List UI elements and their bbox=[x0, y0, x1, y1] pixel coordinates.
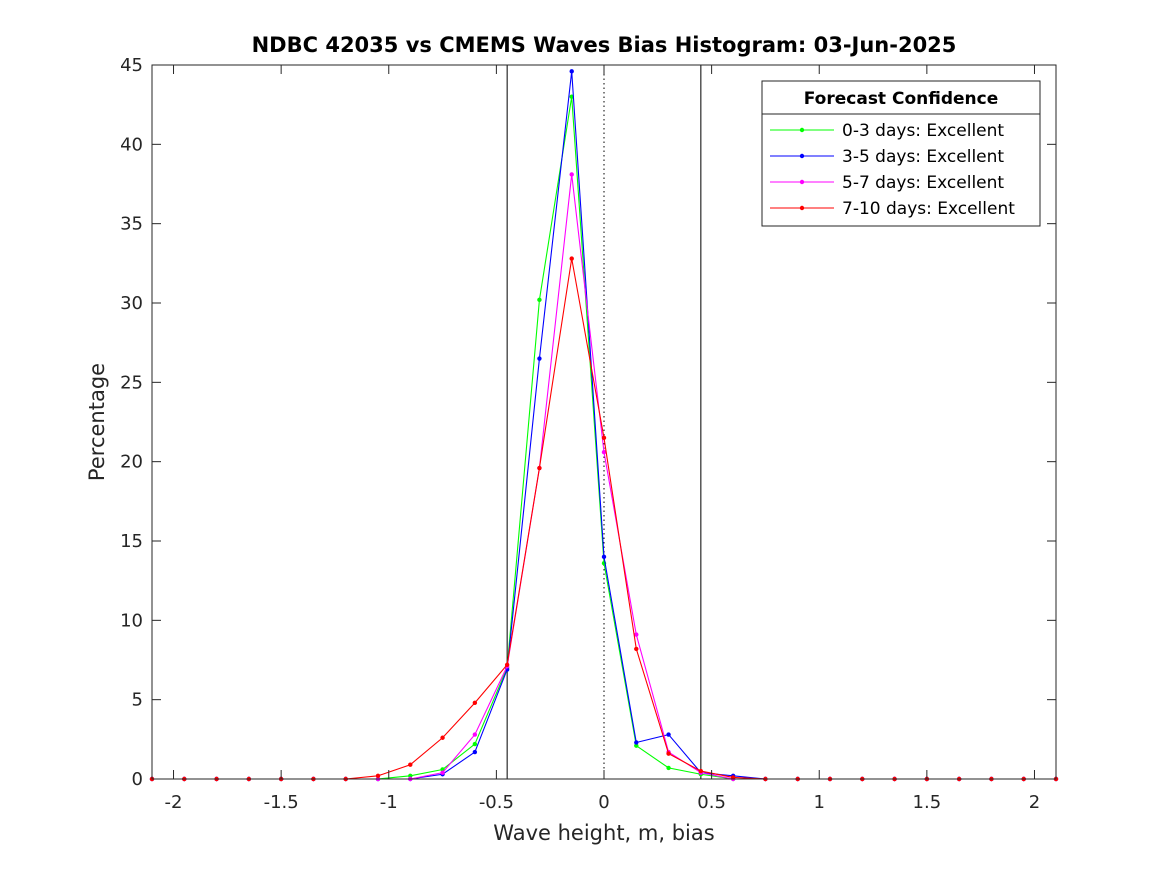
x-tick-label: 0 bbox=[598, 792, 609, 813]
data-point bbox=[504, 662, 510, 667]
x-tick-label: -1 bbox=[380, 792, 398, 813]
chart-title: NDBC 42035 vs CMEMS Waves Bias Histogram… bbox=[252, 33, 957, 57]
data-point bbox=[537, 356, 542, 361]
legend-entry-1: 3-5 days: Excellent bbox=[770, 147, 1004, 167]
legend-swatch-marker bbox=[799, 179, 805, 185]
x-tick-label: -1.5 bbox=[264, 792, 299, 813]
legend: Forecast Confidence 0-3 days: Excellent 3… bbox=[761, 80, 1041, 227]
data-point bbox=[569, 256, 574, 261]
data-point bbox=[537, 465, 542, 471]
data-point bbox=[472, 732, 478, 737]
x-tick-label: 0.5 bbox=[697, 792, 726, 813]
data-point bbox=[634, 740, 639, 745]
data-point bbox=[666, 765, 671, 771]
data-point bbox=[601, 554, 607, 560]
data-point bbox=[666, 732, 671, 737]
x-axis-label: Wave height, m, bias bbox=[493, 821, 714, 845]
y-tick-label: 45 bbox=[120, 55, 143, 76]
x-tick-label: 1.5 bbox=[913, 792, 942, 813]
x-tick-label: -2 bbox=[165, 792, 183, 813]
data-point bbox=[472, 741, 478, 747]
data-point bbox=[440, 735, 445, 740]
y-tick-label: 0 bbox=[132, 769, 143, 790]
data-point bbox=[634, 632, 639, 637]
legend-label: 0-3 days: Excellent bbox=[842, 121, 1004, 141]
legend-entries: 0-3 days: Excellent 3-5 days: Excellent 5-… bbox=[770, 121, 1015, 219]
data-point bbox=[666, 751, 671, 756]
data-point bbox=[634, 646, 639, 652]
y-tick-label: 30 bbox=[120, 293, 143, 314]
data-point bbox=[408, 762, 413, 767]
data-point bbox=[569, 172, 574, 177]
legend-box bbox=[761, 80, 1041, 227]
y-axis-label: Percentage bbox=[85, 363, 109, 481]
data-point bbox=[408, 773, 413, 779]
x-tick-label: 2 bbox=[1029, 792, 1040, 813]
y-tick-label: 15 bbox=[120, 531, 143, 552]
data-point bbox=[472, 749, 478, 755]
data-point bbox=[634, 743, 639, 748]
data-point bbox=[601, 449, 607, 455]
data-point bbox=[569, 69, 574, 74]
y-tick-label: 25 bbox=[120, 372, 143, 393]
y-tick-label: 20 bbox=[120, 452, 143, 473]
legend-swatch-marker bbox=[799, 205, 805, 211]
legend-title: Forecast Confidence bbox=[804, 89, 999, 109]
data-point bbox=[601, 435, 607, 441]
legend-swatch-marker bbox=[799, 153, 805, 159]
legend-entry-2: 5-7 days: Excellent bbox=[770, 173, 1004, 193]
y-tick-label: 5 bbox=[132, 690, 143, 711]
data-point bbox=[698, 768, 704, 774]
legend-label: 5-7 days: Excellent bbox=[842, 173, 1004, 193]
plot-area-frame bbox=[151, 64, 1057, 780]
legend-entry-0: 0-3 days: Excellent bbox=[770, 121, 1004, 141]
y-tick-label: 40 bbox=[120, 134, 143, 155]
legend-label: 3-5 days: Excellent bbox=[842, 147, 1004, 167]
legend-swatch-marker bbox=[799, 127, 805, 133]
reference-lines bbox=[506, 65, 702, 779]
x-tick-label: -0.5 bbox=[479, 792, 514, 813]
data-point bbox=[472, 700, 478, 706]
legend-label: 7-10 days: Excellent bbox=[842, 199, 1015, 219]
data-point bbox=[440, 770, 445, 775]
x-tick-label: 1 bbox=[814, 792, 825, 813]
y-tick-label: 35 bbox=[120, 214, 143, 235]
legend-entry-3: 7-10 days: Excellent bbox=[770, 199, 1015, 219]
data-point bbox=[375, 773, 381, 779]
data-point bbox=[537, 297, 542, 303]
y-tick-label: 10 bbox=[120, 610, 143, 631]
